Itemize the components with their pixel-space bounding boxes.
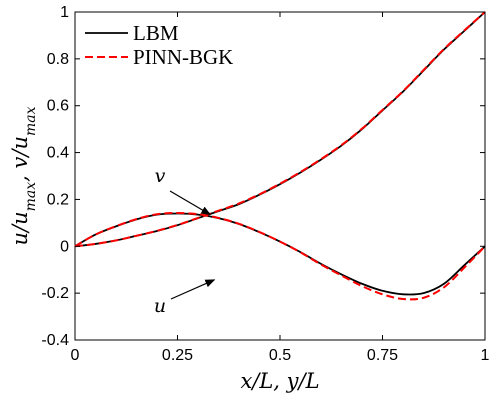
y-axis-label: u/umax, v/umax (8, 106, 39, 245)
x-tick-label: 1 (481, 347, 490, 364)
legend-label-pinn-bgk: PINN-BGK (133, 45, 233, 69)
x-axis-label: x/L, y/L (240, 369, 319, 393)
y-tick-label: 1 (60, 4, 69, 21)
y-tick-label: -0.2 (41, 285, 69, 302)
x-tick-label: 0 (71, 347, 80, 364)
pinn-bgk-v-line (74, 212, 486, 301)
x-tick-label: 0.5 (269, 347, 291, 364)
y-tick-label: -0.4 (41, 332, 69, 349)
y-tick-label: 0.4 (47, 145, 69, 162)
x-tick-label: 0.75 (367, 347, 398, 364)
y-tick-label: 0 (60, 238, 69, 255)
plot-area (74, 11, 486, 341)
y-tick-label: 0.2 (47, 191, 69, 208)
axes: 0 0.25 0.5 0.75 1 -0.4 -0.2 0 0.2 0.4 0.6 0.8 1 x/L, … (8, 4, 490, 393)
y-tick-label: 0.6 (47, 98, 69, 115)
annotation-label-v: v (155, 165, 166, 187)
x-tick-label: 0.25 (162, 347, 193, 364)
annotations: vu (154, 165, 216, 317)
annotation-arrow-v (169, 190, 212, 216)
plot-frame (74, 11, 486, 341)
y-tick-label: 0.8 (47, 51, 69, 68)
annotation-arrow-u (170, 279, 216, 300)
legend-label-lbm: LBM (133, 21, 179, 45)
annotation-label-u: u (154, 295, 166, 317)
pinn-bgk-u-line (74, 11, 486, 248)
curves (74, 11, 486, 301)
